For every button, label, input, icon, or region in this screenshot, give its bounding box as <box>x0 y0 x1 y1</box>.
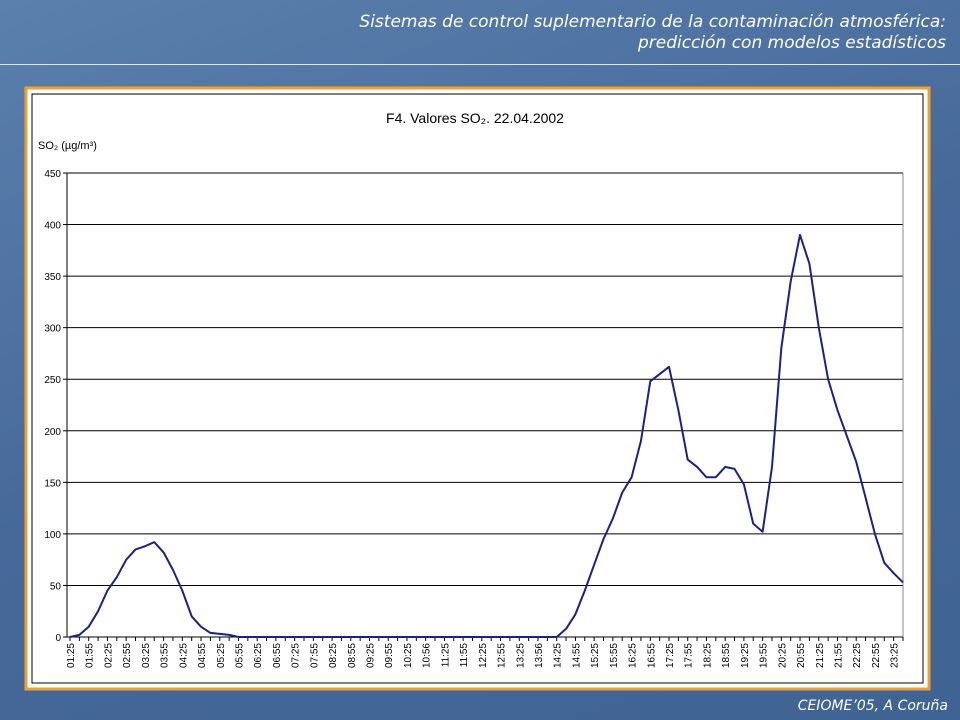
x-tick-label: 07:55 <box>309 643 320 668</box>
x-tick-label: 19:55 <box>759 643 770 668</box>
x-tick-label: 23:25 <box>890 643 901 668</box>
x-tick-label: 04:25 <box>178 643 189 668</box>
y-tick-label: 400 <box>44 221 61 232</box>
x-tick-label: 10:56 <box>422 643 433 668</box>
x-tick-label: 11:25 <box>440 643 451 668</box>
footer: CEIOME’05, A Coruña <box>797 698 948 714</box>
y-tick-label: 50 <box>50 581 62 592</box>
x-tick-label: 12:25 <box>478 643 489 668</box>
y-tick-label: 300 <box>44 324 61 335</box>
x-tick-label: 02:55 <box>122 643 133 668</box>
x-tick-label: 13:25 <box>515 643 526 668</box>
y-tick-label: 250 <box>44 375 61 386</box>
header-line1: Sistemas de control suplementario de la … <box>359 12 946 32</box>
x-tick-label: 22:55 <box>871 643 882 668</box>
x-tick-label: 01:55 <box>85 643 96 668</box>
x-tick-label: 08:55 <box>347 643 358 668</box>
x-tick-label: 17:25 <box>665 643 676 668</box>
x-tick-label: 20:55 <box>796 643 807 668</box>
x-tick-label: 06:55 <box>272 643 283 668</box>
x-tick-label: 14:25 <box>553 643 564 668</box>
y-tick-label: 450 <box>44 169 61 180</box>
header-rule <box>0 64 960 65</box>
y-tick-label: 350 <box>44 272 61 283</box>
x-tick-label: 05:25 <box>216 643 227 668</box>
x-tick-label: 07:25 <box>291 643 302 668</box>
x-tick-label: 01:25 <box>66 643 77 668</box>
x-tick-label: 04:55 <box>197 643 208 668</box>
y-axis-label: SO₂ (µg/m³) <box>38 140 97 152</box>
x-tick-label: 02:25 <box>103 643 114 668</box>
x-tick-label: 20:25 <box>777 643 788 668</box>
data-line <box>69 233 904 638</box>
chart-inner-frame <box>31 93 924 684</box>
x-tick-label: 03:55 <box>160 643 171 668</box>
x-tick-label: 11:55 <box>459 643 470 668</box>
x-tick-label: 15:55 <box>609 643 620 668</box>
y-tick-label: 0 <box>55 633 61 644</box>
x-tick-label: 19:25 <box>740 643 751 668</box>
chart-title: F4. Valores SO₂. 22.04.2002 <box>386 110 564 126</box>
chart-frame <box>24 86 931 691</box>
y-tick-label: 150 <box>44 478 61 489</box>
x-tick-label: 18:55 <box>721 643 732 668</box>
x-tick-label: 22:25 <box>852 643 863 668</box>
x-tick-label: 09:55 <box>384 643 395 668</box>
x-tick-label: 16:25 <box>628 643 639 668</box>
x-tick-label: 21:55 <box>833 643 844 668</box>
x-tick-label: 13:56 <box>534 643 545 668</box>
y-tick-label: 200 <box>44 427 61 438</box>
x-tick-label: 14:55 <box>571 643 582 668</box>
x-tick-label: 12:55 <box>497 643 508 668</box>
x-tick-label: 16:55 <box>646 643 657 668</box>
x-tick-label: 17:55 <box>684 643 695 668</box>
x-tick-label: 05:55 <box>234 643 245 668</box>
x-tick-label: 09:25 <box>366 643 377 668</box>
x-tick-label: 10:25 <box>403 643 414 668</box>
header-line2: predicción con modelos estadísticos <box>637 33 946 53</box>
x-tick-label: 03:25 <box>141 643 152 668</box>
x-tick-label: 18:25 <box>702 643 713 668</box>
x-tick-label: 06:25 <box>253 643 264 668</box>
x-tick-label: 15:25 <box>590 643 601 668</box>
x-tick-label: 08:25 <box>328 643 339 668</box>
x-tick-label: 21:25 <box>815 643 826 668</box>
y-tick-label: 100 <box>44 530 61 541</box>
